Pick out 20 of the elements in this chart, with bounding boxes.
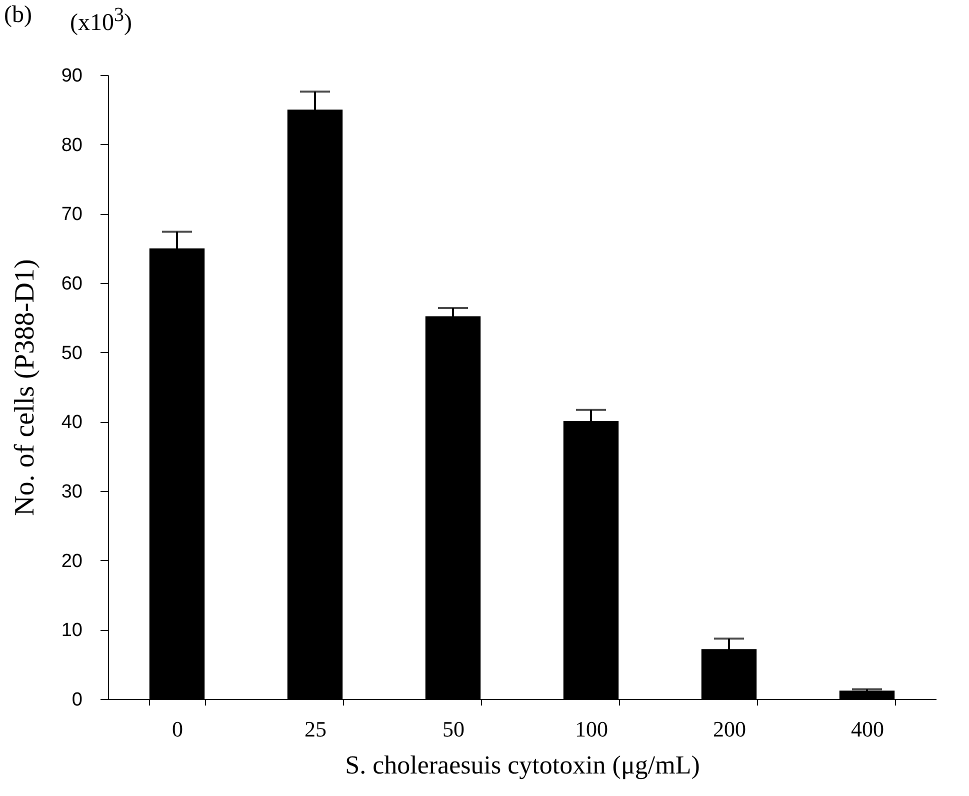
x-tick-label: 400 <box>851 716 884 742</box>
y-tick-label: 50 <box>61 342 82 364</box>
y-tick-label: 90 <box>61 66 82 86</box>
x-axis-title: S. choleraesuis cytotoxin (μg/mL) <box>345 750 700 780</box>
x-tick-label: 50 <box>442 716 464 742</box>
y-tick-label: 40 <box>61 412 82 434</box>
y-tick-label: 0 <box>72 690 82 710</box>
text: (x10$^{3}$) <box>70 4 132 37</box>
y-tick-label: 60 <box>61 274 82 294</box>
y-tick-label: 10 <box>61 620 82 642</box>
x-tick-label: 25 <box>304 716 326 742</box>
y-tick-label: 20 <box>61 550 82 572</box>
y-tick-label: 80 <box>61 134 82 156</box>
x-tick-label: 100 <box>575 716 608 742</box>
x-tick-label: 200 <box>713 716 746 742</box>
x-tick-label: 0 <box>172 716 183 742</box>
y-axis-title: No. of cells (P388-D1) <box>9 259 40 516</box>
text: (b) <box>4 2 32 29</box>
y-tick-label: 70 <box>61 204 82 226</box>
y-tick-label: 30 <box>61 482 82 502</box>
